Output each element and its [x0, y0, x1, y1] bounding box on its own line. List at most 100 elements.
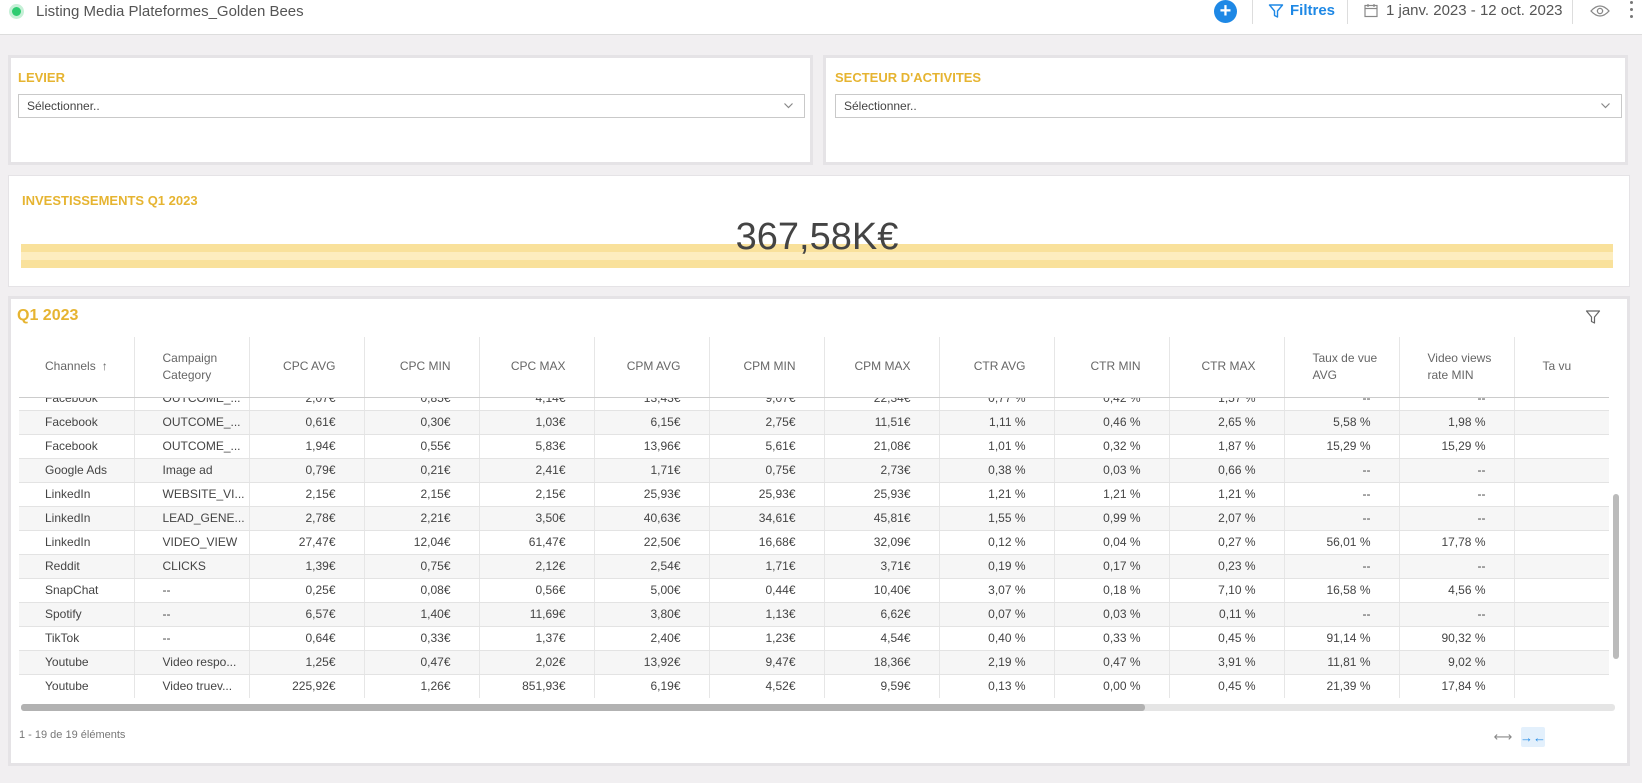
table-row[interactable]: TikTok -- 0,64€ 0,33€ 1,37€ 2,40€ 1,23€ 4,54€ 0,…	[19, 626, 1609, 651]
table-cell: 0,12 %	[939, 530, 1055, 555]
column-header[interactable]: Taux de vue AVG	[1284, 337, 1400, 398]
table-cell	[1514, 650, 1609, 675]
table-cell: VIDEO_VIEW	[134, 530, 250, 555]
table-cell: 4,14€	[479, 398, 595, 411]
table-row[interactable]: Google Ads Image ad 0,79€ 0,21€ 2,41€ 1,71€ 0,…	[19, 458, 1609, 483]
table-cell: OUTCOME_...	[134, 410, 250, 435]
table-cell: 1,37€	[479, 626, 595, 651]
kpi-progress-bar	[21, 244, 1613, 268]
chevron-down-icon	[784, 103, 793, 109]
column-header[interactable]: CTR AVG	[939, 337, 1055, 398]
column-header[interactable]: Video views rate MIN	[1399, 337, 1515, 398]
table-cell: 0,47€	[364, 650, 480, 675]
table-cell: 1,94€	[249, 434, 365, 459]
table-row[interactable]: Youtube Video respo... 1,25€ 0,47€ 2,02€ 13,9…	[19, 650, 1609, 675]
grid-body[interactable]: FacebookOUTCOME_...2,07€0,85€4,14€13,43€…	[19, 398, 1609, 698]
table-row[interactable]: LinkedIn WEBSITE_VI... 2,15€ 2,15€ 2,15€ 25,9…	[19, 482, 1609, 507]
column-header[interactable]: CPC MIN	[364, 337, 480, 398]
table-cell	[1514, 554, 1609, 579]
table-cell: LinkedIn	[19, 482, 135, 507]
table-cell: --	[1399, 602, 1515, 627]
table-cell: 1,98 %	[1399, 410, 1515, 435]
table-cell: 17,84 %	[1399, 674, 1515, 698]
levier-select[interactable]: Sélectionner..	[18, 94, 805, 118]
column-header-label: CTR MIN	[1090, 359, 1141, 374]
table-cell: 12,04€	[364, 530, 480, 555]
column-header[interactable]: CTR MIN	[1054, 337, 1170, 398]
table-row[interactable]: LinkedIn LEAD_GENE... 2,78€ 2,21€ 3,50€ 40,63…	[19, 506, 1609, 531]
table-cell: 1,71€	[709, 554, 825, 579]
table-cell: 2,19 %	[939, 650, 1055, 675]
table-row[interactable]: Spotify -- 6,57€ 1,40€ 11,69€ 3,80€ 1,13€ 6,62€…	[19, 602, 1609, 627]
vertical-scroll-thumb[interactable]	[1613, 494, 1619, 659]
secteur-filter-panel: SECTEUR D'ACTIVITES Sélectionner..	[823, 55, 1628, 165]
table-row[interactable]: FacebookOUTCOME_...2,07€0,85€4,14€13,43€…	[19, 398, 1609, 411]
column-header[interactable]: Campaign Category	[134, 337, 250, 398]
table-cell: 2,75€	[709, 410, 825, 435]
divider	[1347, 0, 1348, 24]
table-cell: 2,40€	[594, 626, 710, 651]
date-range-picker[interactable]: 1 janv. 2023 - 12 oct. 2023	[1364, 2, 1563, 19]
table-cell: Facebook	[19, 398, 135, 411]
table-cell: 18,36€	[824, 650, 940, 675]
column-header[interactable]: Ta vu	[1514, 337, 1609, 398]
table-cell: Google Ads	[19, 458, 135, 483]
table-cell: 2,54€	[594, 554, 710, 579]
column-header-label: CPC AVG	[283, 359, 336, 374]
table-row[interactable]: Youtube Video truev... 225,92€ 1,26€ 851,93€…	[19, 674, 1609, 698]
horizontal-scroll-thumb[interactable]	[21, 704, 1145, 711]
table-cell: 0,61€	[249, 410, 365, 435]
table-cell: --	[1399, 554, 1515, 579]
sort-ascending-icon[interactable]: ↑	[101, 359, 108, 374]
table-cell: 0,18 %	[1054, 578, 1170, 603]
table-cell: --	[1399, 506, 1515, 531]
table-row[interactable]: SnapChat -- 0,25€ 0,08€ 0,56€ 5,00€ 0,44€ 10,40…	[19, 578, 1609, 603]
table-cell: 15,29 %	[1284, 434, 1400, 459]
column-header[interactable]: CPM MIN	[709, 337, 825, 398]
table-row[interactable]: Facebook OUTCOME_... 1,94€ 0,55€ 5,83€ 13,96€…	[19, 434, 1609, 459]
table-row[interactable]: Reddit CLICKS 1,39€ 0,75€ 2,12€ 2,54€ 1,71€ 3,7…	[19, 554, 1609, 579]
column-header[interactable]: Channels ↑	[19, 337, 135, 398]
table-cell: 7,10 %	[1169, 578, 1285, 603]
table-cell: 5,00€	[594, 578, 710, 603]
table-cell: 2,15€	[479, 482, 595, 507]
table-cell: 0,17 %	[1054, 554, 1170, 579]
horizontal-scrollbar[interactable]	[21, 704, 1615, 711]
column-header[interactable]: CPC MAX	[479, 337, 595, 398]
funnel-icon[interactable]	[1585, 309, 1601, 325]
data-grid: Channels ↑ Campaign Category CPC AVG CPC MIN…	[19, 337, 1609, 705]
table-cell: Youtube	[19, 650, 135, 675]
table-row[interactable]: Facebook OUTCOME_... 0,61€ 0,30€ 1,03€ 6,15€ 2…	[19, 410, 1609, 435]
table-cell: 6,62€	[824, 602, 940, 627]
status-dot-icon	[9, 4, 24, 19]
fit-columns-icon[interactable]: →←	[1520, 727, 1546, 747]
column-header[interactable]: CPM MAX	[824, 337, 940, 398]
table-cell: 1,57 %	[1169, 398, 1285, 411]
kpi-progress-fill	[21, 252, 1613, 260]
table-cell: 6,15€	[594, 410, 710, 435]
kpi-label: INVESTISSEMENTS Q1 2023	[22, 193, 198, 208]
table-cell: 1,13€	[709, 602, 825, 627]
filters-button[interactable]: Filtres	[1268, 2, 1335, 19]
table-cell	[1514, 674, 1609, 698]
eye-icon[interactable]	[1590, 4, 1610, 18]
column-header[interactable]: CTR MAX	[1169, 337, 1285, 398]
table-cell: 4,54€	[824, 626, 940, 651]
table-cell: --	[1284, 554, 1400, 579]
table-cell: 4,56 %	[1399, 578, 1515, 603]
table-cell: 1,39€	[249, 554, 365, 579]
add-button[interactable]: +	[1214, 0, 1237, 23]
table-cell: 0,42 %	[1054, 398, 1170, 411]
vertical-scrollbar[interactable]	[1613, 359, 1619, 659]
more-options-icon[interactable]	[1630, 1, 1634, 22]
table-row[interactable]: LinkedIn VIDEO_VIEW 27,47€ 12,04€ 61,47€ 22,5…	[19, 530, 1609, 555]
column-header[interactable]: CPC AVG	[249, 337, 365, 398]
table-cell: 0,75€	[364, 554, 480, 579]
secteur-select[interactable]: Sélectionner..	[835, 94, 1622, 118]
table-cell: 0,99 %	[1054, 506, 1170, 531]
column-header[interactable]: CPM AVG	[594, 337, 710, 398]
table-cell: 2,78€	[249, 506, 365, 531]
expand-columns-icon[interactable]: ⟷	[1493, 729, 1513, 744]
table-cell: Reddit	[19, 554, 135, 579]
table-cell: 0,46 %	[1054, 410, 1170, 435]
